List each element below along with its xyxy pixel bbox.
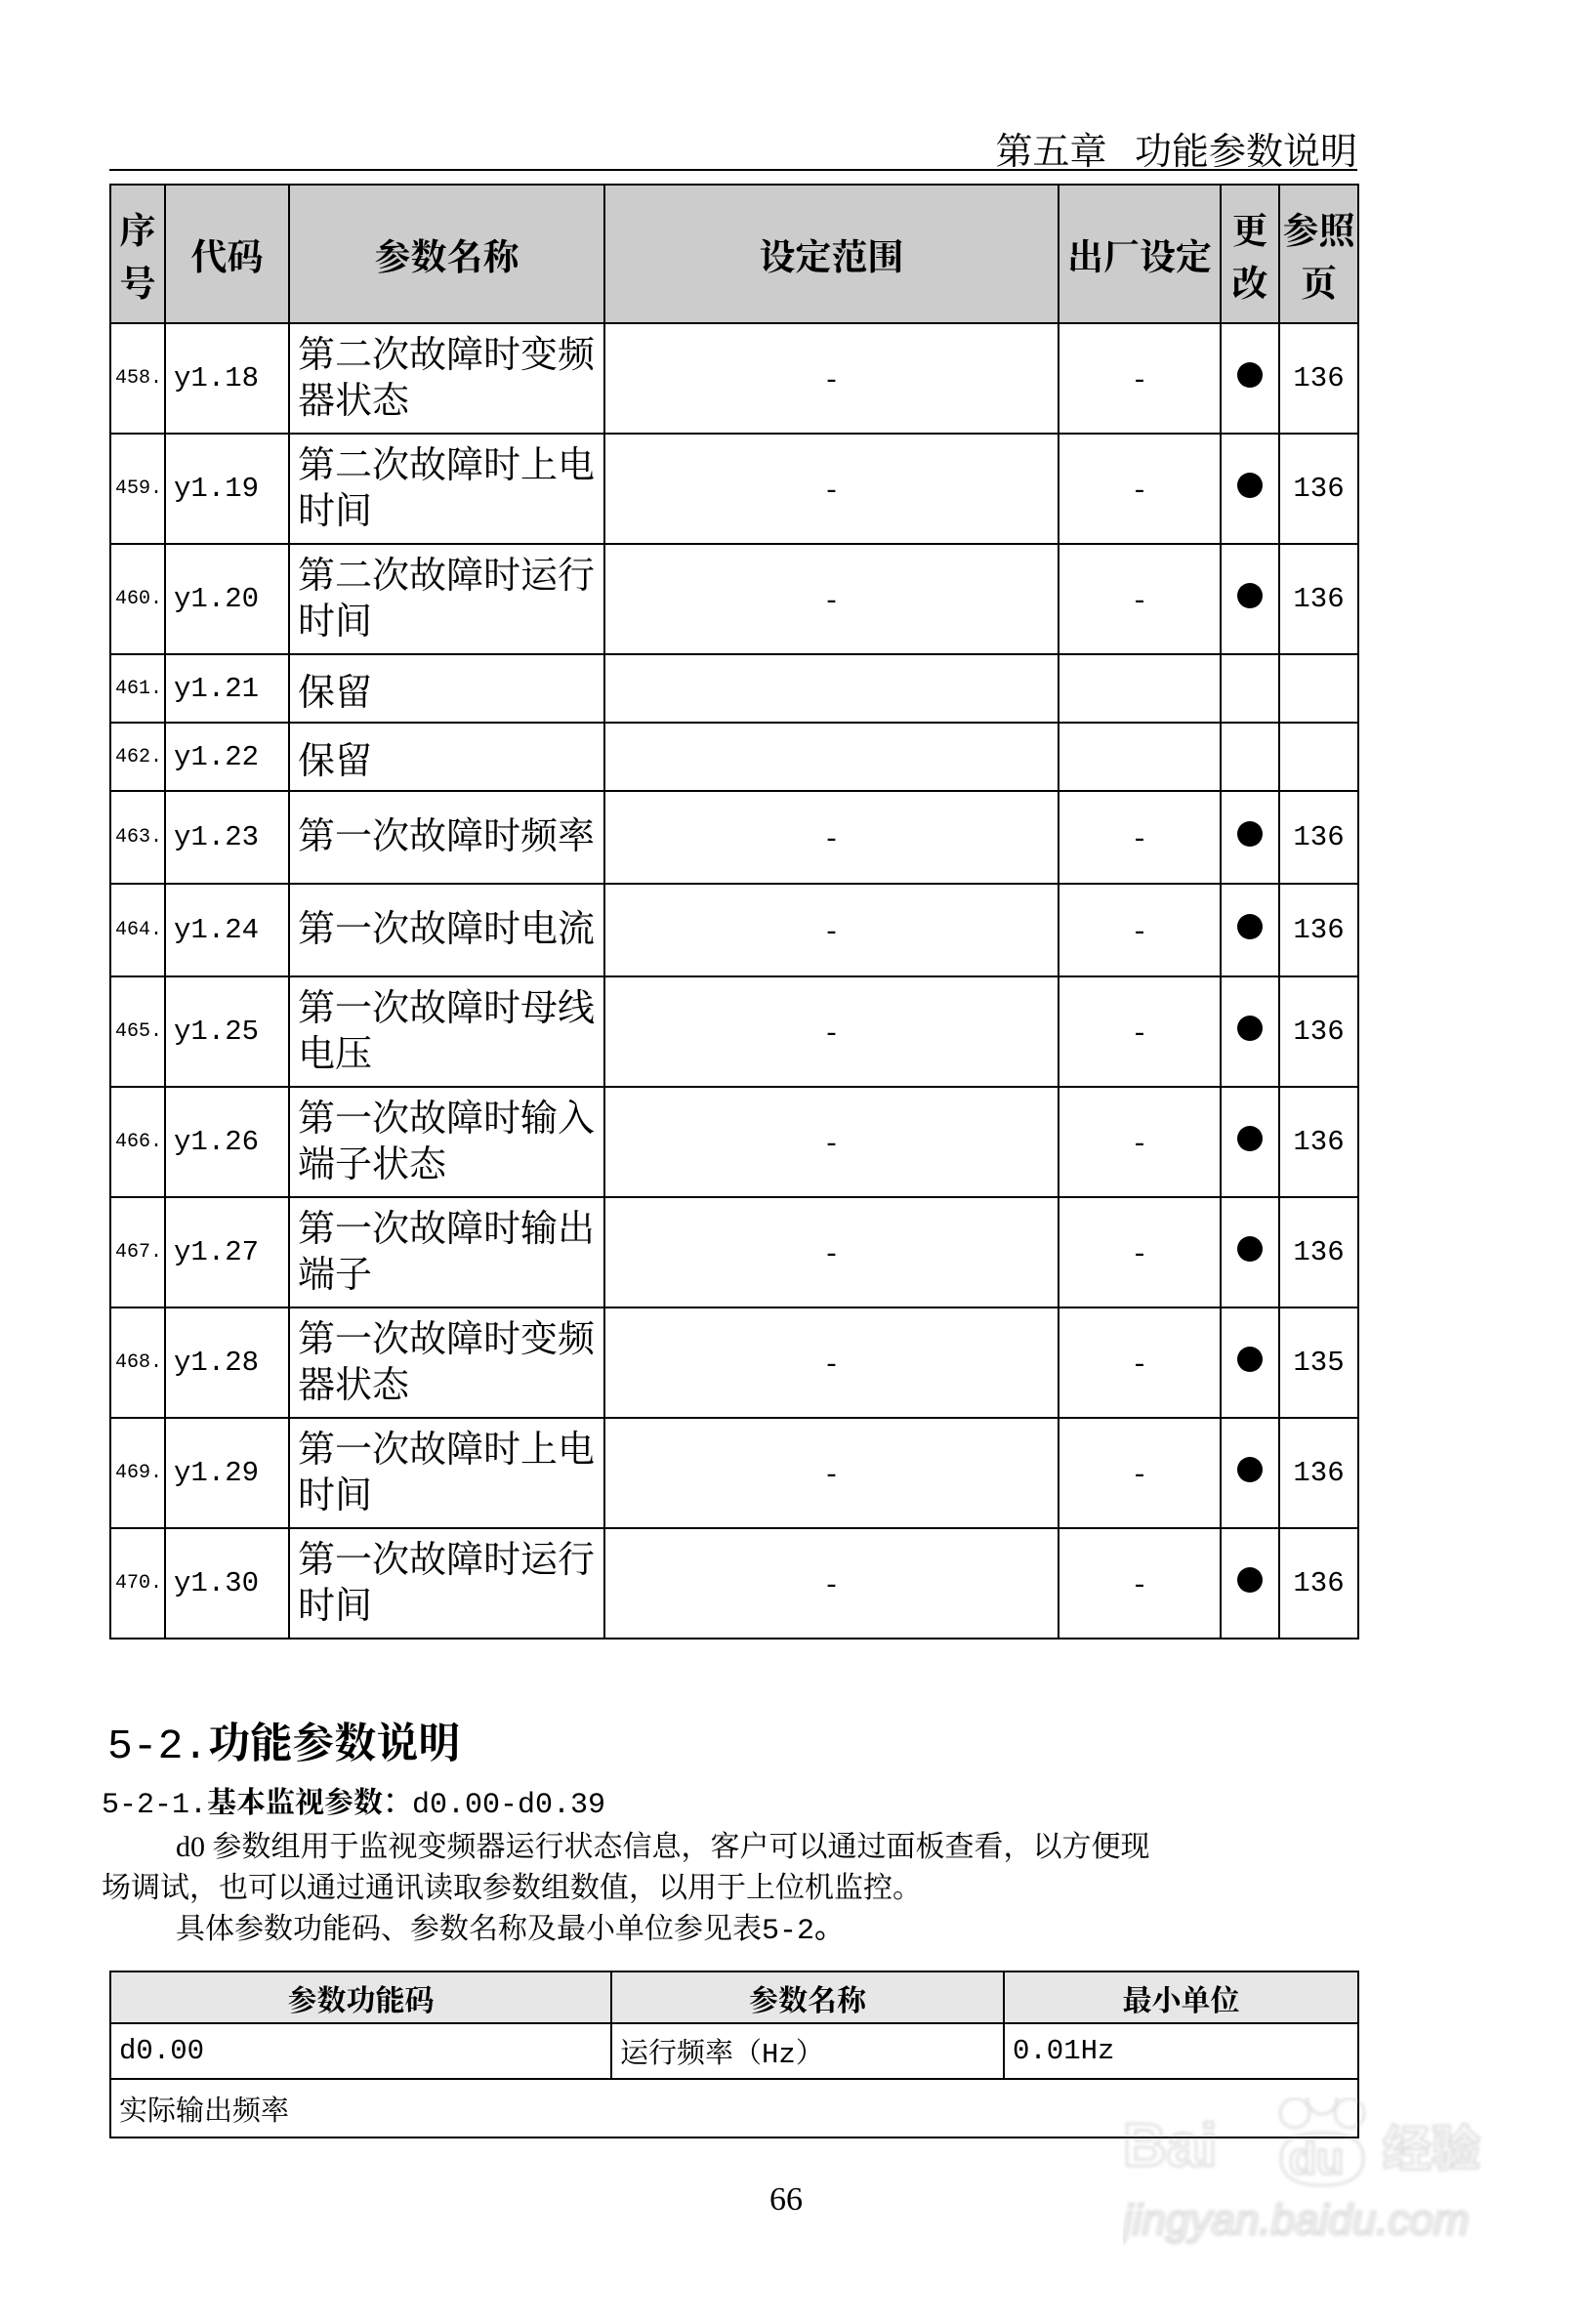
svg-text:du: du [1289,2133,1344,2183]
svg-text:经验: 经验 [1383,2110,1480,2180]
svg-text:Bai: Bai [1123,2112,1217,2179]
svg-text:jingyan.baidu.com: jingyan.baidu.com [1123,2196,1470,2244]
